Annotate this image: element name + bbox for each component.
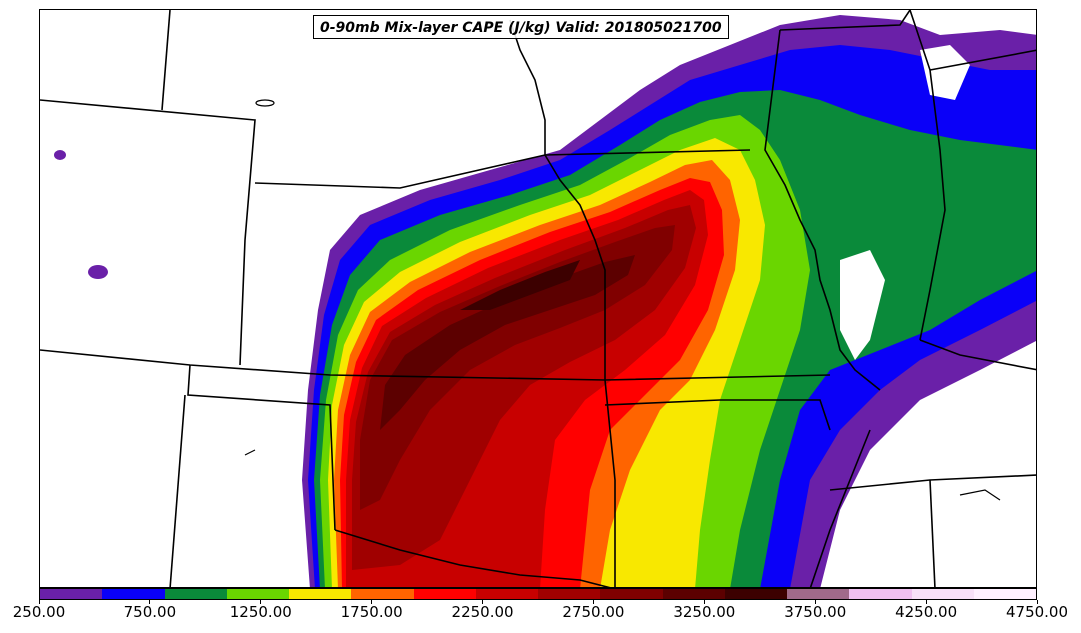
colorbar-tick-label: 2750.00 bbox=[562, 603, 625, 621]
colorbar-segment bbox=[413, 589, 476, 599]
cape-contour-map bbox=[40, 10, 1036, 587]
lake-marker bbox=[959, 489, 1001, 501]
colorbar-tick-label: 4250.00 bbox=[895, 603, 958, 621]
colorbar-tick-label: 3750.00 bbox=[784, 603, 847, 621]
colorbar-tick-label: 2250.00 bbox=[451, 603, 514, 621]
colorbar-segment bbox=[164, 589, 227, 599]
colorbar-tick-label: 750.00 bbox=[123, 603, 177, 621]
colorbar-tick-label: 4750.00 bbox=[1005, 603, 1069, 621]
colorbar-tick-label: 1250.00 bbox=[229, 603, 292, 621]
cape-patch-west bbox=[88, 265, 108, 279]
colorbar-segment bbox=[289, 589, 352, 599]
colorbar-tick bbox=[925, 600, 927, 604]
cape-gap-illinois bbox=[840, 250, 885, 360]
colorbar-tick bbox=[703, 600, 705, 604]
colorbar-segment bbox=[351, 589, 414, 599]
colorbar-segment bbox=[40, 589, 103, 599]
map-panel bbox=[39, 9, 1037, 588]
colorbar-segment bbox=[787, 589, 850, 599]
colorbar-tick-label: 3250.00 bbox=[673, 603, 736, 621]
colorbar-tick bbox=[814, 600, 816, 604]
colorbar-tick bbox=[1036, 600, 1038, 604]
colorbar-tick-label: 250.00 bbox=[12, 603, 66, 621]
colorbar-segment bbox=[475, 589, 538, 599]
colorbar-segment bbox=[102, 589, 165, 599]
cape-patch-northwest bbox=[54, 150, 66, 160]
colorbar-segment bbox=[538, 589, 601, 599]
state-boundaries bbox=[40, 10, 1036, 587]
colorbar-tick bbox=[371, 600, 373, 604]
cape-4750-contour bbox=[360, 225, 675, 510]
cape-peak-contour bbox=[460, 260, 580, 310]
colorbar-segment bbox=[600, 589, 663, 599]
colorbar-segment bbox=[226, 589, 289, 599]
colorbar-segment bbox=[973, 589, 1036, 599]
map-title: 0-90mb Mix-layer CAPE (J/kg) Valid: 2018… bbox=[313, 15, 729, 39]
colorbar-tick bbox=[38, 600, 40, 604]
colorbar bbox=[39, 588, 1037, 600]
colorbar-tick-label: 1750.00 bbox=[340, 603, 403, 621]
lake-marker bbox=[244, 449, 256, 456]
colorbar-segment bbox=[724, 589, 787, 599]
cape-core-contour bbox=[380, 255, 635, 430]
colorbar-tick bbox=[149, 600, 151, 604]
lake-marker bbox=[255, 99, 275, 107]
colorbar-segment bbox=[849, 589, 912, 599]
colorbar-segment bbox=[662, 589, 725, 599]
colorbar-segment bbox=[911, 589, 974, 599]
colorbar-tick bbox=[592, 600, 594, 604]
colorbar-tick bbox=[482, 600, 484, 604]
colorbar-tick bbox=[260, 600, 262, 604]
